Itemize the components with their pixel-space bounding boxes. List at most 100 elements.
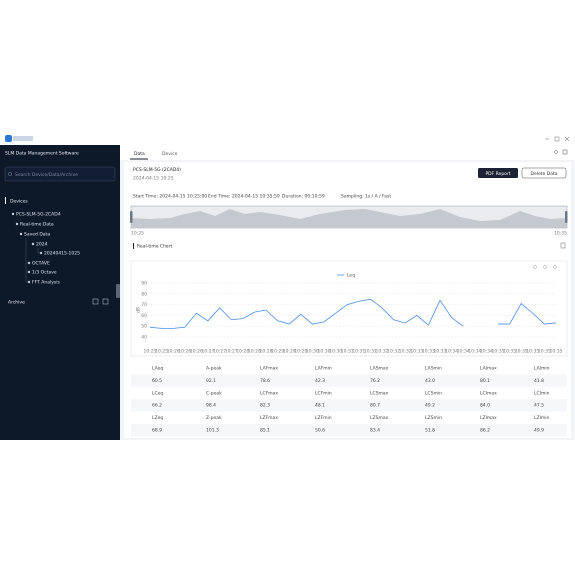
info: Duration: 00:10:59 (282, 194, 325, 200)
x-tick-label: 10:31 (341, 349, 354, 355)
tree-item[interactable]: Saved Data (24, 232, 50, 238)
devices-label: Devices (10, 199, 28, 205)
table-cell: C-peak (206, 390, 222, 396)
x-tick-label: 10:31 (352, 349, 365, 355)
tree-item[interactable]: OCTAVE (32, 261, 50, 267)
x-tick-label: 10:35 (503, 349, 516, 355)
title-bar (0, 133, 575, 145)
save-icon[interactable] (553, 265, 557, 269)
tab-underline (130, 158, 148, 160)
tree-icon (15, 222, 19, 226)
x-tick-label: 10:29 (283, 349, 296, 355)
table-cell: 85.1 (260, 428, 270, 434)
table-cell: 84.0 (480, 403, 490, 409)
table-cell: Z-peak (206, 415, 222, 421)
reset-icon[interactable] (543, 265, 547, 269)
tree-icon (19, 232, 23, 236)
pdf-button[interactable] (478, 168, 518, 178)
export-icon[interactable] (560, 242, 566, 249)
table-cell: 80.1 (480, 378, 490, 384)
x-tick-label: 10:34 (457, 349, 470, 355)
search-box[interactable] (4, 166, 116, 182)
y-tick-label: 90 (141, 281, 147, 287)
tab[interactable]: Data (134, 151, 145, 157)
table-cell: LASmax (370, 366, 389, 372)
pdf-button-label[interactable]: PDF Report (485, 171, 510, 177)
close[interactable] (564, 136, 570, 142)
table-cell: LAFmax (260, 366, 278, 372)
x-tick-label: 10:33 (422, 349, 435, 355)
overview-label: 10:25 (131, 231, 144, 237)
add-archive[interactable] (92, 298, 99, 305)
x-tick-label: 10:32 (387, 349, 400, 355)
table-cell: LAImax (480, 366, 497, 372)
data-title: PCS-SLM-5G (2CAD4) (133, 167, 181, 173)
tree-item[interactable]: 1/3 Octave (32, 270, 57, 276)
info: End Time: 2024-04-15 10:35:59 (208, 194, 280, 200)
x-tick-label: 10:30 (306, 349, 319, 355)
x-tick-label: 10:35 (492, 349, 505, 355)
tree-icon (31, 242, 35, 246)
folder-icon[interactable] (102, 298, 109, 305)
x-tick-label: 10:33 (410, 349, 423, 355)
table-cell: 78.6 (260, 378, 270, 384)
y-axis-title: dB (136, 307, 142, 313)
x-tick-label: 10:33 (434, 349, 447, 355)
sidebar (0, 145, 120, 440)
table-cell: 47.5 (534, 403, 544, 409)
delete-button[interactable] (521, 167, 567, 179)
table-cell: LCImin (534, 390, 550, 396)
table-cell: LASmin (425, 366, 442, 372)
search-button[interactable] (554, 150, 558, 154)
tree-item[interactable]: 20240415-1025 (44, 251, 80, 257)
x-tick-label: 10:32 (399, 349, 412, 355)
table-cell: LZSmin (425, 415, 442, 421)
y-tick-label: 60 (141, 313, 147, 319)
table-cell: LZFmax (260, 415, 278, 421)
tree-item[interactable]: FFT Analysis (32, 280, 60, 286)
tree-item[interactable]: PCS-SLM-5G-2CAD4 (16, 212, 61, 218)
y-tick-label: 80 (141, 291, 147, 297)
x-tick-label: 10:29 (294, 349, 307, 355)
table-cell: LAFmin (315, 366, 332, 372)
info: Sampling: 1s / A / Fast (341, 194, 391, 200)
y-tick-label: 40 (141, 335, 147, 341)
range-handle[interactable] (130, 211, 133, 223)
y-tick-label: 50 (141, 324, 147, 330)
x-tick-label: 10:27 (213, 349, 226, 355)
x-tick-label: 10:31 (364, 349, 377, 355)
tree-lines (25, 238, 41, 283)
archive-label[interactable]: Archive (8, 300, 25, 306)
table-cell: 82.3 (260, 403, 270, 409)
delete-button-label[interactable]: Delete Data (531, 171, 558, 177)
app-title: SLM Data Management Software (5, 151, 79, 157)
range-handle[interactable] (565, 211, 568, 223)
table-cell: 49.9 (534, 428, 544, 434)
tab[interactable]: Device (162, 151, 178, 157)
x-tick-label: 10:26 (167, 349, 180, 355)
search-icon (8, 172, 12, 176)
table-cell: 86.2 (480, 428, 490, 434)
table-cell: LCSmax (370, 390, 389, 396)
table-cell: LZFmin (315, 415, 332, 421)
data-line (149, 298, 557, 329)
tree-item[interactable]: 2024 (36, 242, 48, 248)
tree-item[interactable]: Real-time Data (20, 222, 54, 228)
menu-button[interactable] (562, 149, 568, 155)
table-row-bg (131, 424, 567, 437)
maximize[interactable] (554, 136, 560, 142)
table-cell: 42.3 (315, 378, 325, 384)
table-cell: 43.0 (425, 378, 435, 384)
overview-area (131, 209, 567, 228)
zoom-icon[interactable] (533, 265, 537, 269)
table-cell: LCImax (480, 390, 497, 396)
table-cell: LZImin (534, 415, 550, 421)
x-tick-label: 10:27 (202, 349, 215, 355)
collapse-tab[interactable] (116, 284, 120, 298)
overview-label: 10:35 (554, 231, 567, 237)
x-tick-label: 10:30 (329, 349, 342, 355)
table-cell: 98.4 (206, 403, 216, 409)
x-tick-label: 10:34 (468, 349, 481, 355)
